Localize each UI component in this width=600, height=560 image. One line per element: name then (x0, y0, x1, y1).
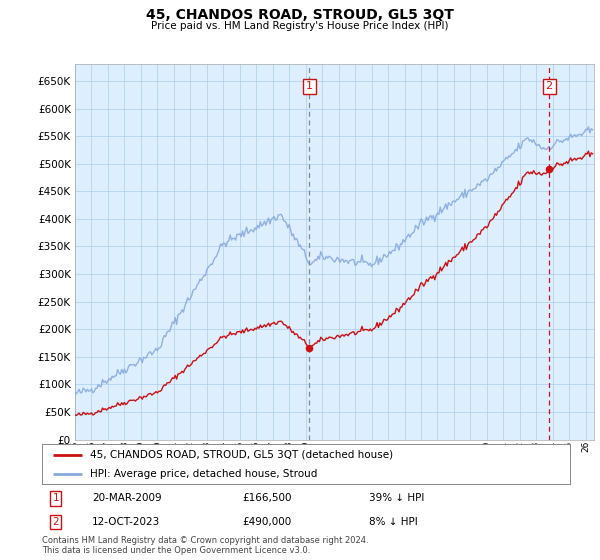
Text: 2: 2 (53, 517, 59, 527)
Text: Price paid vs. HM Land Registry's House Price Index (HPI): Price paid vs. HM Land Registry's House … (151, 21, 449, 31)
Text: £166,500: £166,500 (242, 493, 292, 503)
Text: 1: 1 (306, 81, 313, 91)
Text: 2: 2 (545, 81, 553, 91)
Text: 8% ↓ HPI: 8% ↓ HPI (370, 517, 418, 527)
Text: 39% ↓ HPI: 39% ↓ HPI (370, 493, 425, 503)
Text: 45, CHANDOS ROAD, STROUD, GL5 3QT (detached house): 45, CHANDOS ROAD, STROUD, GL5 3QT (detac… (89, 450, 392, 460)
Text: 12-OCT-2023: 12-OCT-2023 (92, 517, 160, 527)
Text: Contains HM Land Registry data © Crown copyright and database right 2024.
This d: Contains HM Land Registry data © Crown c… (42, 536, 368, 556)
Text: £490,000: £490,000 (242, 517, 292, 527)
Text: 20-MAR-2009: 20-MAR-2009 (92, 493, 162, 503)
Text: HPI: Average price, detached house, Stroud: HPI: Average price, detached house, Stro… (89, 469, 317, 478)
Text: 45, CHANDOS ROAD, STROUD, GL5 3QT: 45, CHANDOS ROAD, STROUD, GL5 3QT (146, 8, 454, 22)
Text: 1: 1 (53, 493, 59, 503)
